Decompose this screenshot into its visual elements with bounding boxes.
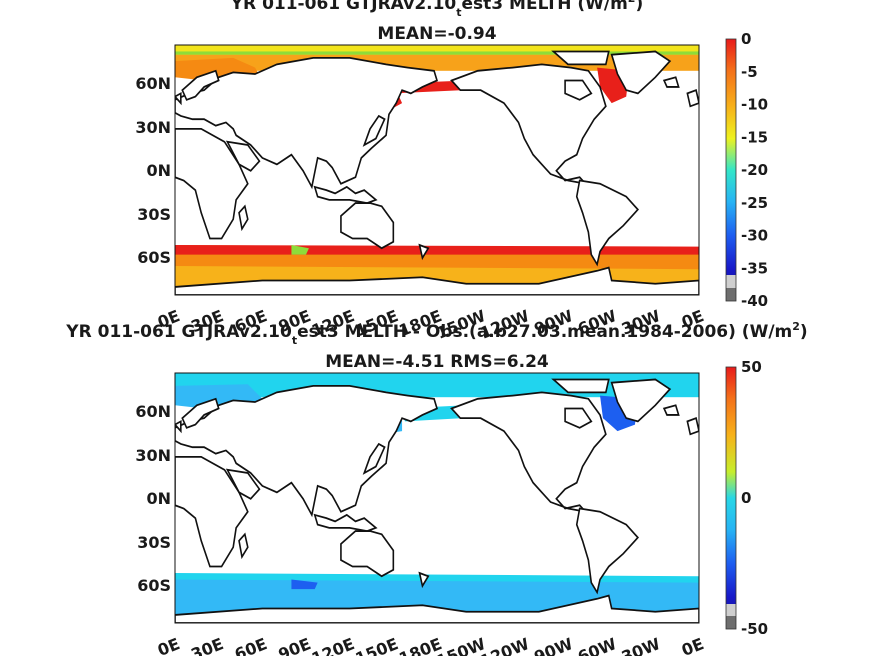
map-bottom [175, 373, 699, 623]
lon-tick: 60E [232, 634, 270, 656]
panel-top-lat-ticks: 60N 30N 0N 30S 60S [135, 74, 171, 267]
colorbar-top-undershoot [726, 275, 736, 288]
lon-tick: 90W [531, 634, 575, 656]
colorbar-tick: -40 [741, 292, 768, 310]
lon-tick: 60W [575, 634, 619, 656]
colorbar-tick: -5 [741, 63, 758, 81]
colorbar-bottom [726, 367, 736, 629]
panel-bottom-mean: MEAN=-4.51 RMS=6.24 [325, 352, 549, 372]
colorbar-top-missing [726, 288, 736, 301]
lon-tick: 30W [619, 634, 663, 656]
lat-tick-30S: 30S [137, 205, 171, 224]
lat-tick-0N: 0N [146, 161, 171, 180]
colorbar-bottom-ticks: 50 0 -50 [741, 358, 768, 638]
panel-top-mean: MEAN=-0.94 [377, 24, 496, 44]
field-southern-ice-edge [175, 245, 699, 255]
colorbar-bottom-missing [726, 616, 736, 629]
colorbar-tick: -50 [741, 620, 768, 638]
colorbar-top-ticks: 0 -5 -10 -15 -20 -25 -30 -35 -40 [741, 30, 768, 310]
lat-tick-30N: 30N [135, 446, 171, 465]
lat-tick-60N: 60N [135, 402, 171, 421]
map-top [175, 45, 699, 295]
field-southern-patch [291, 245, 309, 255]
lon-tick: 90E [276, 634, 314, 656]
field-arctic-core [175, 45, 699, 55]
panel-top-title: YR 011-061 GTJRAv2.10test3 MELTH (W/m2) [230, 0, 643, 19]
colorbar-bottom-undershoot [726, 604, 736, 616]
colorbar-tick: -10 [741, 96, 768, 114]
lat-tick-0N: 0N [146, 489, 171, 508]
lon-tick: 30E [188, 634, 226, 656]
colorbar-tick: -20 [741, 161, 768, 179]
colorbar-top-frame [725, 38, 737, 302]
colorbar-tick: -30 [741, 227, 768, 245]
lat-tick-30S: 30S [137, 533, 171, 552]
colorbar-tick: -35 [741, 259, 768, 277]
colorbar-top [726, 39, 736, 301]
lat-tick-60N: 60N [135, 74, 171, 93]
lat-tick-60S: 60S [137, 248, 171, 267]
panel-bottom-title: YR 011-061 GTJRAv2.10test3 MELTH - Obs.(… [65, 320, 807, 347]
lat-tick-30N: 30N [135, 118, 171, 137]
panel-bottom-lat-ticks: 60N 30N 0N 30S 60S [135, 402, 171, 595]
panel-bottom: YR 011-061 GTJRAv2.10test3 MELTH - Obs.(… [65, 320, 807, 656]
lon-tick: 0E [155, 634, 183, 656]
lon-tick: 120W [477, 634, 532, 656]
lon-tick: 120E [309, 634, 357, 656]
map-top-frame [174, 44, 700, 296]
colorbar-tick: 0 [741, 30, 751, 48]
colorbar-bottom-frame [725, 366, 737, 630]
colorbar-tick: -25 [741, 194, 768, 212]
lon-tick: 150E [353, 634, 401, 656]
colorbar-tick: 0 [741, 489, 751, 507]
colorbar-tick: -15 [741, 128, 768, 146]
colorbar-tick: 50 [741, 358, 762, 376]
lat-tick-60S: 60S [137, 576, 171, 595]
field-arctic-rim [175, 51, 699, 55]
map-bottom-frame [174, 372, 700, 624]
lon-tick: 0E [679, 634, 707, 656]
panel-top: YR 011-061 GTJRAv2.10test3 MELTH (W/m2) … [135, 0, 768, 343]
